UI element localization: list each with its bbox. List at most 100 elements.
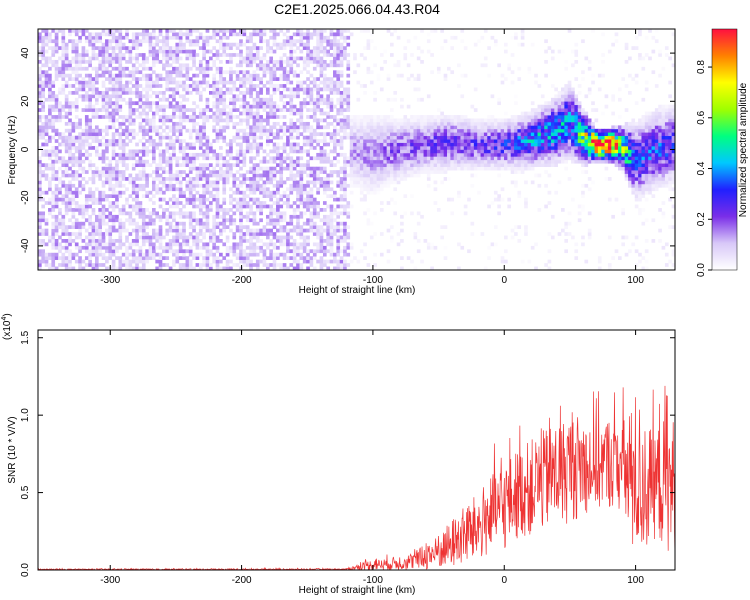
spectrogram-cell <box>121 242 126 247</box>
spectrogram-cell <box>272 35 277 40</box>
spectrogram-cell <box>282 235 287 240</box>
spectrogram-cell <box>118 180 123 185</box>
spectrogram-cell <box>292 252 297 257</box>
spectrogram-cell <box>192 111 196 116</box>
spectrogram-cell <box>158 46 163 50</box>
spectrogram-cell <box>245 46 250 50</box>
spectrogram-cell <box>108 170 113 174</box>
spectrogram-cell <box>148 197 153 202</box>
spectrogram-cell <box>202 111 206 116</box>
spectrogram-cell <box>162 108 166 112</box>
spectrogram-cell <box>41 197 46 202</box>
spectrogram-cell <box>390 197 394 202</box>
spectrogram-cell <box>400 97 404 102</box>
spectrogram-cell <box>125 252 129 257</box>
spectrogram-cell <box>410 163 414 168</box>
spectrogram-cell <box>252 180 257 185</box>
spectrogram-cell <box>178 170 183 174</box>
spectrogram-cell <box>61 159 66 164</box>
spectrogram-cell <box>333 87 337 92</box>
spectrogram-cell <box>192 128 196 133</box>
spectrogram-cell <box>289 56 294 61</box>
spectrogram-cell <box>84 121 89 126</box>
spectrogram-cell <box>202 163 206 168</box>
spectrogram-cell <box>393 139 398 143</box>
spectrogram-cell <box>105 42 109 47</box>
spectrogram-cell <box>44 242 49 247</box>
spectrogram-cell <box>319 245 324 250</box>
spectrogram-cell <box>302 228 307 233</box>
spectrogram-cell <box>239 111 243 116</box>
spectrogram-cell <box>78 211 82 216</box>
spectrogram-cell <box>162 56 166 61</box>
spectrogram-cell <box>289 121 294 126</box>
spectrogram-cell <box>208 156 213 161</box>
spectrogram-cell <box>242 190 247 195</box>
spectrogram-cell <box>48 121 52 126</box>
spectrogram-cell <box>91 66 96 71</box>
spectrogram-cell <box>245 263 250 267</box>
spectrogram-cell <box>329 252 334 257</box>
spectrogram-cell <box>178 46 183 50</box>
spectrogram-cell <box>84 80 89 85</box>
spectrogram-cell <box>276 104 280 109</box>
spectrogram-cell <box>292 42 297 47</box>
spectrogram-cell <box>232 125 237 130</box>
spectrogram-cell <box>151 152 156 157</box>
spectrogram-cell <box>447 128 451 133</box>
spectrogram-cell <box>202 73 206 78</box>
spectrogram-cell <box>269 156 273 161</box>
spectrogram-cell <box>41 170 46 174</box>
spectrogram-cell <box>61 183 66 188</box>
spectrogram-cell <box>101 108 106 112</box>
spectrogram-cell <box>91 42 96 47</box>
spectrogram-cell <box>64 115 69 119</box>
spectrogram-cell <box>296 159 300 164</box>
spectrogram-cell <box>41 132 46 137</box>
spectrogram-cell <box>383 132 387 137</box>
spectrogram-cell <box>339 194 344 198</box>
spectrogram-cell <box>255 111 260 116</box>
spectrogram-cell <box>158 242 163 247</box>
spectrogram-cell <box>386 166 391 171</box>
spectrogram-cell <box>306 249 310 254</box>
spectrogram-cell <box>249 187 253 192</box>
spectrogram-cell <box>98 142 102 147</box>
spectrogram-cell <box>64 166 69 171</box>
spectrogram-cell <box>118 46 123 50</box>
spectrogram-cell <box>406 132 411 137</box>
spectrogram-cell <box>259 90 263 95</box>
spectrogram-cell <box>265 104 270 109</box>
spectrogram-cell <box>219 156 223 161</box>
spectrogram-cell <box>420 115 424 119</box>
spectrogram-cell <box>346 263 351 267</box>
spectrogram-cell <box>276 66 280 71</box>
spectrogram-cell <box>229 66 233 71</box>
spectrogram-cell <box>58 218 62 223</box>
spectrogram-cell <box>128 242 133 247</box>
spectrogram-cell <box>91 135 96 140</box>
spectrogram-cell <box>302 46 307 50</box>
spectrogram-cell <box>162 256 166 260</box>
spectrogram-cell <box>306 108 310 112</box>
spectrogram-cell <box>373 118 377 123</box>
spectrogram-cell <box>302 197 307 202</box>
spectrogram-cell <box>319 180 324 185</box>
spectrogram-cell <box>155 108 159 112</box>
spectrogram-cell <box>245 39 250 44</box>
spectrogram-cell <box>175 239 180 243</box>
spectrogram-cell <box>289 177 294 181</box>
spectrogram-cell <box>272 173 277 178</box>
spectrogram-cell <box>420 166 424 171</box>
spectrogram-cell <box>125 218 129 223</box>
spectrogram-cell <box>400 146 404 150</box>
spectrogram-cell <box>188 132 193 137</box>
spectrogram-cell <box>138 39 143 44</box>
spectrogram-cell <box>292 242 297 247</box>
spectrogram-cell <box>84 125 89 130</box>
spectrogram-cell <box>276 142 280 147</box>
spectrogram-cell <box>259 146 263 150</box>
spectrogram-cell <box>198 201 203 205</box>
spectrogram-cell <box>222 94 227 99</box>
spectrogram-cell <box>259 118 263 123</box>
